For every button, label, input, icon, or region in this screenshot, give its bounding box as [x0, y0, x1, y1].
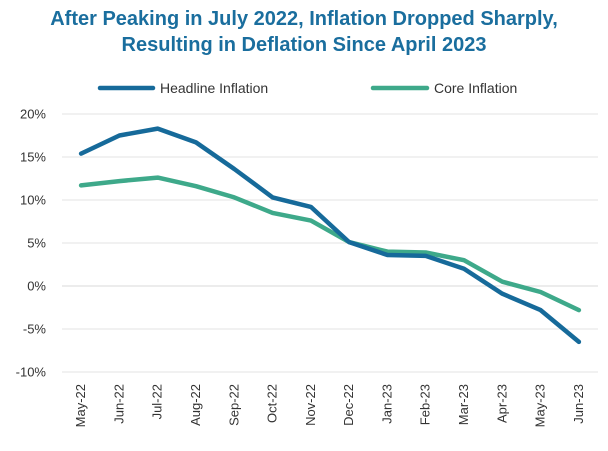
x-tick-label: Nov-22	[303, 384, 318, 426]
legend-label: Core Inflation	[434, 80, 517, 96]
y-tick-label: 20%	[20, 107, 46, 122]
x-tick-label: May-23	[533, 384, 548, 427]
y-axis: 20% 15% 10% 5% 0% -5% -10%	[16, 107, 47, 380]
x-axis: May-22 Jun-22 Jul-22 Aug-22 Sep-22 Oct-22 Nov-…	[73, 384, 586, 427]
chart-title: After Peaking in July 2022, Inflation Dr…	[0, 6, 608, 58]
series-lines	[78, 126, 582, 345]
x-tick-label: Jun-23	[571, 384, 586, 424]
y-tick-label: 15%	[20, 150, 46, 165]
x-tick-label: Aug-22	[188, 384, 203, 426]
chart-title-line-2: Resulting in Deflation Since April 2023	[121, 34, 487, 56]
x-tick-label: Jul-22	[150, 384, 165, 419]
gridlines	[62, 113, 598, 373]
y-tick-label: 0%	[27, 279, 46, 294]
x-tick-label: Feb-23	[418, 384, 433, 425]
x-tick-label: Sep-22	[226, 384, 241, 426]
y-tick-label: -5%	[23, 322, 47, 337]
x-tick-label: May-22	[73, 384, 88, 427]
x-tick-label: Jun-22	[111, 384, 126, 424]
x-tick-label: Oct-22	[265, 384, 280, 423]
x-tick-label: Dec-22	[341, 384, 356, 426]
y-tick-label: 5%	[27, 236, 46, 251]
legend-label: Headline Inflation	[160, 80, 268, 96]
x-tick-label: Apr-23	[494, 384, 509, 423]
legend: Headline Inflation Core Inflation	[97, 80, 517, 96]
x-tick-label: Jan-23	[379, 384, 394, 424]
legend-item: Headline Inflation	[97, 80, 268, 96]
series-line-core-inflation	[78, 175, 582, 313]
y-tick-label: -10%	[16, 365, 47, 380]
y-tick-label: 10%	[20, 193, 46, 208]
x-tick-label: Mar-23	[456, 384, 471, 425]
legend-item: Core Inflation	[370, 80, 517, 96]
chart-title-line-1: After Peaking in July 2022, Inflation Dr…	[50, 8, 558, 30]
series-line-headline-inflation	[78, 126, 582, 345]
